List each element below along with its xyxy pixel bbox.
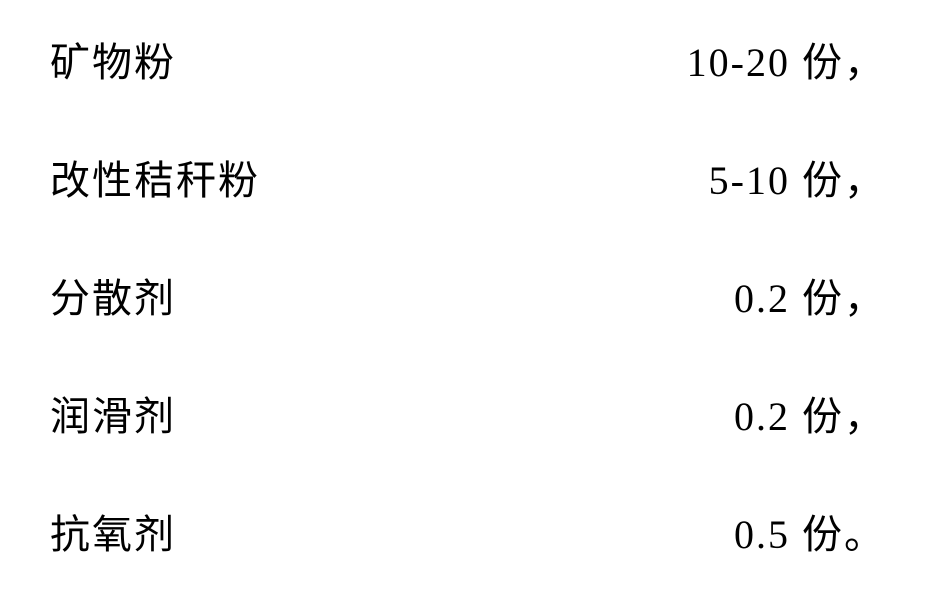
table-row: 分散剂 0.2 份， <box>50 266 886 324</box>
table-row: 改性秸秆粉 5-10 份， <box>50 148 886 206</box>
ingredient-value: 0.2 份， <box>734 266 886 324</box>
ingredient-value: 0.5 份。 <box>734 502 886 560</box>
ingredient-label: 改性秸秆粉 <box>50 148 260 206</box>
ingredient-label: 润滑剂 <box>50 384 176 442</box>
table-row: 抗氧剂 0.5 份。 <box>50 502 886 560</box>
table-row: 润滑剂 0.2 份， <box>50 384 886 442</box>
ingredient-value: 10-20 份， <box>687 30 886 88</box>
table-row: 矿物粉 10-20 份， <box>50 30 886 88</box>
ingredient-label: 矿物粉 <box>50 30 176 88</box>
ingredient-value: 5-10 份， <box>709 148 886 206</box>
ingredient-value: 0.2 份， <box>734 384 886 442</box>
ingredient-label: 抗氧剂 <box>50 502 176 560</box>
ingredient-label: 分散剂 <box>50 266 176 324</box>
